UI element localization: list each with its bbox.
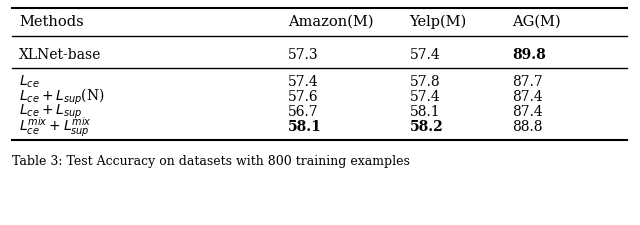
Text: 58.2: 58.2 xyxy=(410,120,444,134)
Text: AG(M): AG(M) xyxy=(512,15,561,29)
Text: $L_{ce} + L_{sup}$: $L_{ce} + L_{sup}$ xyxy=(19,103,83,121)
Text: $L_{ce} + L_{sup}$(N): $L_{ce} + L_{sup}$(N) xyxy=(19,87,105,107)
Text: Amazon(M): Amazon(M) xyxy=(288,15,374,29)
Text: 87.7: 87.7 xyxy=(512,75,543,89)
Text: 57.4: 57.4 xyxy=(410,90,440,104)
Text: 87.4: 87.4 xyxy=(512,105,543,119)
Text: 58.1: 58.1 xyxy=(288,120,322,134)
Text: Yelp(M): Yelp(M) xyxy=(410,15,467,29)
Text: 56.7: 56.7 xyxy=(288,105,319,119)
Text: $L_{ce}$: $L_{ce}$ xyxy=(19,74,40,90)
Text: XLNet-base: XLNet-base xyxy=(19,48,102,62)
Text: 87.4: 87.4 xyxy=(512,90,543,104)
Text: 57.3: 57.3 xyxy=(288,48,319,62)
Text: Table 3: Test Accuracy on datasets with 800 training examples: Table 3: Test Accuracy on datasets with … xyxy=(12,155,410,168)
Text: 57.4: 57.4 xyxy=(288,75,319,89)
Text: 89.8: 89.8 xyxy=(512,48,546,62)
Text: 57.6: 57.6 xyxy=(288,90,319,104)
Text: $L_{ce}^{mix} + L_{sup}^{mix}$: $L_{ce}^{mix} + L_{sup}^{mix}$ xyxy=(19,115,92,139)
Text: 57.4: 57.4 xyxy=(410,48,440,62)
Text: 88.8: 88.8 xyxy=(512,120,543,134)
Text: 57.8: 57.8 xyxy=(410,75,440,89)
Text: Methods: Methods xyxy=(19,15,84,29)
Text: 58.1: 58.1 xyxy=(410,105,440,119)
